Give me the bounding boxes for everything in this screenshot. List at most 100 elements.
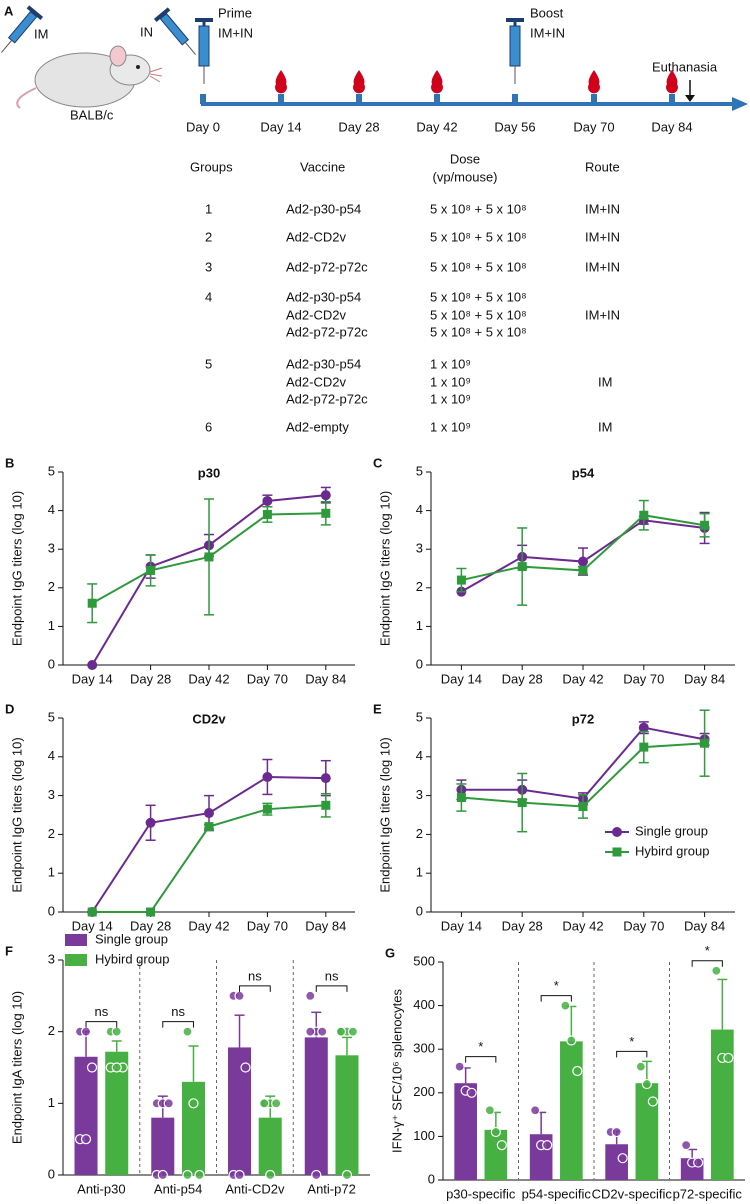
legend-swatch — [65, 934, 87, 946]
dose: 5 x 10⁸ + 5 x 10⁸ — [430, 324, 527, 339]
table-header: Vaccine — [300, 159, 345, 174]
bar — [560, 1041, 583, 1180]
data-point — [80, 1026, 92, 1037]
x-tick-label: Day 70 — [623, 918, 664, 933]
series-line — [461, 726, 705, 800]
y-tick-label: 200 — [413, 1084, 435, 1099]
y-tick-label: 0 — [416, 903, 423, 918]
y-tick-label: 0 — [48, 656, 55, 671]
significance-label: * — [554, 978, 559, 993]
syringe-prime — [195, 18, 213, 84]
marker — [87, 907, 97, 917]
y-tick-label: 5 — [416, 709, 423, 724]
x-tick-label: Day 42 — [188, 671, 229, 686]
marker — [639, 510, 649, 520]
timeline-arrow — [732, 97, 748, 111]
significance-label: ns — [95, 1004, 109, 1019]
dose: 5 x 10⁸ + 5 x 10⁸ — [430, 229, 527, 244]
data-point — [617, 1153, 628, 1164]
y-tick-label: 2 — [416, 826, 423, 841]
data-point — [681, 1140, 692, 1151]
timeline-tick — [512, 94, 518, 104]
data-point — [86, 1062, 98, 1073]
mouse — [16, 45, 163, 109]
dose: 1 x 10⁹ — [430, 391, 471, 406]
x-tick-label: Anti-p72 — [307, 1181, 355, 1196]
vaccine: Ad2-p30-p54 — [286, 201, 361, 216]
x-tick-label: Day 42 — [188, 918, 229, 933]
data-point — [194, 1169, 205, 1181]
significance-bracket — [616, 1050, 648, 1058]
x-tick-label: p54-specific — [522, 1186, 592, 1201]
group-number: 5 — [205, 356, 212, 371]
group-number: 4 — [205, 289, 212, 304]
vaccine: Ad2-CD2v — [286, 229, 346, 244]
x-tick-label: Day 14 — [72, 918, 113, 933]
boost-route: IM+IN — [530, 25, 565, 40]
data-point — [647, 1096, 658, 1107]
vaccine: Ad2-CD2v — [286, 307, 346, 322]
x-tick-label: CD2v-specific — [592, 1186, 673, 1201]
panel-letter: A — [4, 3, 14, 18]
bar — [74, 1056, 98, 1175]
data-point — [611, 1126, 622, 1138]
bar — [258, 1117, 282, 1175]
y-tick-label: 2 — [48, 826, 55, 841]
day-label: Day 84 — [651, 119, 692, 134]
x-tick-label: Day 84 — [684, 918, 725, 933]
marker — [320, 490, 331, 501]
dose: 1 x 10⁹ — [430, 419, 471, 434]
x-tick-label: Day 28 — [502, 671, 543, 686]
data-point — [711, 965, 722, 976]
significance-label: * — [478, 1039, 483, 1054]
significance-bracket — [162, 1021, 194, 1028]
marker — [204, 822, 214, 832]
route: IM+IN — [585, 259, 620, 274]
significance-bracket — [239, 985, 271, 992]
marker — [700, 738, 710, 748]
bar — [711, 1029, 734, 1180]
chart-title: p72 — [572, 711, 594, 726]
significance-label: ns — [248, 968, 262, 983]
x-tick-label: Day 28 — [130, 671, 171, 686]
marker — [321, 508, 331, 518]
marker — [204, 552, 214, 562]
x-tick-label: Day 28 — [130, 918, 171, 933]
syringe-im — [1, 5, 44, 53]
vaccine: Ad2-p30-p54 — [286, 289, 361, 304]
data-point — [572, 1065, 583, 1077]
data-point — [182, 1169, 193, 1181]
y-tick-label: 300 — [413, 1041, 435, 1056]
marker — [87, 660, 98, 670]
route: IM+IN — [585, 307, 620, 322]
vaccine: Ad2-p72-p72c — [286, 391, 368, 406]
marker — [517, 562, 527, 572]
y-tick-label: 1 — [416, 618, 423, 633]
data-point — [163, 1098, 174, 1109]
significance-label: ns — [325, 968, 339, 983]
panel-letter: E — [373, 701, 382, 716]
data-point — [271, 1098, 282, 1109]
group-number: 2 — [205, 229, 212, 244]
vaccine: Ad2-CD2v — [286, 374, 346, 389]
chart-title: p54 — [572, 465, 595, 480]
y-tick-label: 5 — [48, 463, 55, 478]
route-label: IN — [140, 24, 153, 39]
data-point — [317, 1026, 328, 1037]
significance-bracket — [691, 960, 723, 967]
marker — [146, 907, 156, 917]
bar — [454, 1083, 477, 1180]
chart-title: CD2v — [192, 711, 226, 726]
x-tick-label: Day 84 — [684, 671, 725, 686]
vaccine: Ad2-p72-p72c — [286, 324, 368, 339]
significance-bracket — [315, 985, 348, 992]
data-point — [484, 1105, 495, 1116]
bar — [335, 1055, 359, 1175]
timeline-tick — [669, 94, 675, 104]
data-point — [182, 1026, 193, 1037]
data-point — [466, 1087, 477, 1098]
y-tick-label: 2 — [48, 1023, 55, 1038]
y-tick-label: 0 — [48, 903, 55, 918]
data-point — [723, 1052, 734, 1064]
